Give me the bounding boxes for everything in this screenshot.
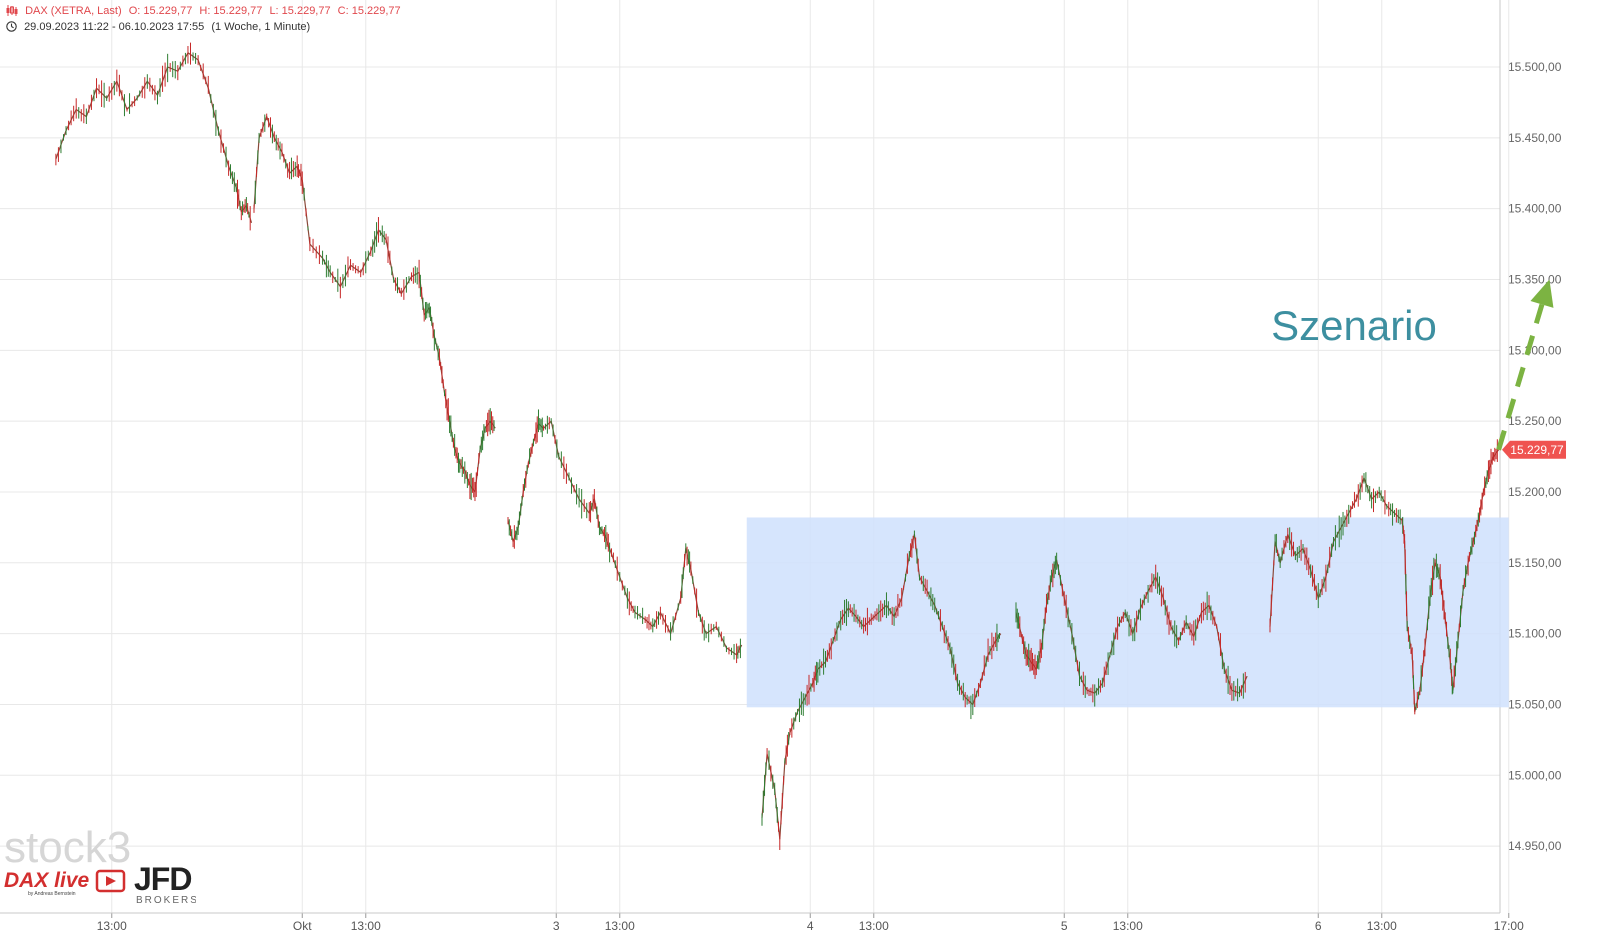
y-tick-label: 15.200,00 bbox=[1508, 485, 1562, 499]
x-tick-label: 3 bbox=[553, 919, 560, 933]
timerange-header: 29.09.2023 11:22 - 06.10.2023 17:55 (1 W… bbox=[6, 21, 314, 35]
y-tick-label: 14.950,00 bbox=[1508, 839, 1562, 853]
scenario-annotation: Szenario bbox=[1271, 302, 1437, 349]
high-value: H: 15.229,77 bbox=[199, 5, 263, 17]
low-value: L: 15.229,77 bbox=[269, 5, 331, 17]
y-tick-label: 15.500,00 bbox=[1508, 60, 1562, 74]
x-tick-label: 5 bbox=[1061, 919, 1068, 933]
scenario-arrow-shaft bbox=[1496, 303, 1545, 451]
y-tick-label: 15.100,00 bbox=[1508, 627, 1562, 641]
last-price-label: 15.229,77 bbox=[1510, 443, 1564, 457]
y-tick-label: 15.450,00 bbox=[1508, 131, 1562, 145]
jfd-logo: JFD BROKERS bbox=[134, 859, 197, 910]
price-line-03.10. bbox=[507, 420, 743, 656]
y-tick-label: 15.300,00 bbox=[1508, 343, 1562, 357]
scenario-arrow-head bbox=[1530, 279, 1554, 308]
open-value: O: 15.229,77 bbox=[128, 5, 193, 17]
jfd-subtitle: BROKERS bbox=[136, 895, 196, 905]
dax-live-subtitle: by Andreas Bernstein bbox=[28, 891, 76, 897]
interval-label: (1 Woche, 1 Minute) bbox=[211, 21, 311, 33]
dax-live-logo: DAX live by Andreas Bernstein bbox=[4, 866, 134, 903]
x-tick-label: 6 bbox=[1315, 919, 1322, 933]
y-tick-label: 15.050,00 bbox=[1508, 697, 1562, 711]
clock-icon bbox=[6, 21, 17, 35]
x-tick-label: 4 bbox=[807, 919, 814, 933]
x-tick-label: 13:00 bbox=[1113, 919, 1143, 933]
stock3-wordmark: stock3 bbox=[4, 823, 131, 870]
y-tick-label: 15.250,00 bbox=[1508, 414, 1562, 428]
candlestick-icon bbox=[6, 5, 18, 19]
x-tick-label: 13:00 bbox=[859, 919, 889, 933]
consolidation-range-box bbox=[746, 517, 1509, 708]
last-price-tag bbox=[1502, 440, 1566, 459]
stock3-logo: stock3 bbox=[4, 822, 164, 875]
dax-live-wordmark: DAX live bbox=[4, 869, 90, 892]
x-tick-label: 13:00 bbox=[351, 919, 381, 933]
y-tick-label: 15.150,00 bbox=[1508, 556, 1562, 570]
close-value: C: 15.229,77 bbox=[337, 5, 401, 17]
jfd-wordmark: JFD bbox=[134, 861, 191, 897]
x-tick-label: 13:00 bbox=[97, 919, 127, 933]
x-tick-label: Okt bbox=[293, 919, 312, 933]
y-tick-label: 15.350,00 bbox=[1508, 272, 1562, 286]
date-range: 29.09.2023 11:22 - 06.10.2023 17:55 bbox=[24, 21, 205, 33]
x-tick-label: 13:00 bbox=[605, 919, 635, 933]
x-tick-label: 17:00 bbox=[1494, 919, 1524, 933]
ohlc-header: DAX (XETRA, Last) O: 15.229,77 H: 15.229… bbox=[6, 5, 405, 19]
y-tick-label: 15.000,00 bbox=[1508, 768, 1562, 782]
y-tick-label: 15.400,00 bbox=[1508, 202, 1562, 216]
price-line-02.10. bbox=[253, 116, 496, 493]
symbol-label: DAX (XETRA, Last) bbox=[25, 5, 122, 17]
x-tick-label: 13:00 bbox=[1367, 919, 1397, 933]
